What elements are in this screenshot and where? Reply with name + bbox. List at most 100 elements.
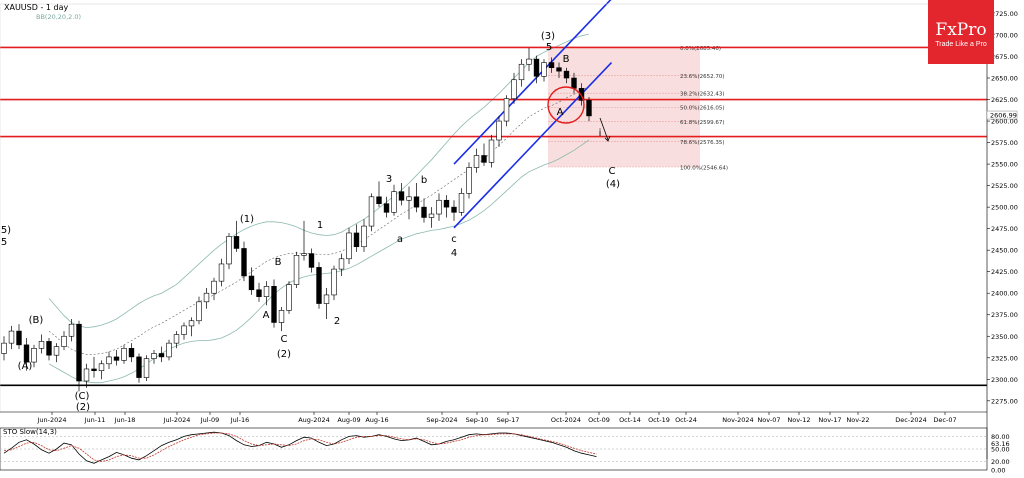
time-tick-label: Jul-09 [200, 416, 219, 424]
candle-body [113, 356, 120, 361]
price-tick-label: 2375.00 [991, 311, 1018, 319]
wave-label: C [609, 166, 616, 177]
candle-body [503, 98, 510, 122]
target-circle [547, 86, 585, 124]
candle-body [248, 275, 255, 291]
price-tick-label: 2625.00 [991, 96, 1018, 104]
fib-level-label: 61.8%(2599.67) [680, 120, 725, 126]
current-price-box [986, 110, 1018, 120]
time-tick-label: Jun-11 [84, 416, 106, 424]
candle-body [368, 196, 375, 227]
wave-label: b [421, 175, 427, 186]
candle-body [398, 191, 405, 201]
oscillator-tick-label: 20.00 [991, 458, 1010, 466]
wave-label: 5 [546, 42, 552, 53]
lower-band-line [48, 139, 590, 384]
candle-body [376, 196, 382, 204]
candle-body [1, 342, 7, 354]
price-tick-label: 2550.00 [991, 161, 1018, 169]
price-tick-label: 2675.00 [991, 53, 1018, 61]
time-axis: Jun-2024 Jun-11 Jun-18 Jul-2024 Jul-09 Jul-16… [0, 411, 987, 424]
candle-body [233, 236, 240, 249]
forecast-arrow-head [604, 135, 611, 142]
time-tick-label: Nov-12 [787, 416, 810, 424]
time-tick-label: Jul-16 [230, 416, 249, 424]
wave-label: (3) [541, 31, 555, 42]
fxpro-logo[interactable]: FxPro Trade Like a Pro [928, 0, 994, 64]
candle-body [158, 353, 165, 358]
wave-label: (B) [29, 315, 44, 326]
candle-body [361, 225, 367, 248]
candle-body [481, 155, 487, 163]
bollinger-bands [48, 33, 590, 384]
price-tick-label: 2475.00 [991, 225, 1018, 233]
oscillator-frame [0, 427, 988, 471]
time-tick-label: Nov-17 [818, 416, 841, 424]
price-tick-label: 2450.00 [991, 247, 1018, 255]
symbol-label: XAUUSD - 1 day [4, 3, 68, 12]
candle-body [53, 346, 60, 356]
time-tick-label: Nov-22 [846, 416, 869, 424]
candle-body [173, 334, 180, 344]
fib-level-label: 100.0%(2546.64) [680, 165, 728, 171]
fib-level-label: 0.0%(2685.46) [680, 46, 721, 52]
wave-label: (4) [606, 179, 620, 190]
candle-body [143, 358, 150, 378]
brand-logo-text: FxPro [935, 20, 987, 40]
fib-level-label: 23.6%(2652.70) [680, 74, 725, 80]
wave-label: i [599, 128, 602, 139]
candle-body [556, 67, 562, 72]
upper-band-line [48, 33, 590, 329]
price-tick-label: 2325.00 [991, 354, 1018, 362]
candle-body [541, 62, 547, 77]
candle-body [226, 236, 232, 265]
price-tick-label: 2525.00 [991, 182, 1018, 190]
stochastic-d-line [3, 432, 597, 463]
candle-body [196, 301, 202, 322]
time-tick-label: Nov-07 [757, 416, 780, 424]
candle-body [421, 206, 427, 218]
wave-label: B [563, 54, 570, 65]
candle-body [128, 348, 135, 358]
candle-body [473, 155, 480, 168]
candle-body [31, 348, 37, 363]
horizontal-levels [0, 46, 987, 387]
wave-label: (2) [76, 402, 90, 413]
time-tick-label: Nov-2024 [722, 416, 753, 424]
candle-body [533, 58, 540, 77]
wave-label: (1) [240, 214, 254, 225]
wave-label: (A) [18, 361, 33, 372]
wave-label: 3 [386, 174, 392, 185]
wave-label: c [451, 234, 457, 245]
candle-body [563, 70, 570, 79]
candle-body [586, 100, 592, 117]
candle-body [121, 348, 127, 361]
candle-body [308, 253, 315, 268]
time-tick-label: Oct-24 [675, 416, 697, 424]
wave-label: 4 [451, 248, 457, 259]
time-tick-label: Oct-19 [648, 416, 670, 424]
wave-label: A [263, 310, 270, 321]
candle-body [443, 199, 450, 208]
candle-body [406, 196, 412, 201]
time-tick-label: Dec-2024 [895, 416, 926, 424]
price-tick-label: 2350.00 [991, 333, 1018, 341]
fib-level-label: 38.2%(2632.43) [680, 92, 725, 98]
time-tick-label: Oct-09 [588, 416, 610, 424]
candle-body [68, 323, 75, 337]
candle-body [293, 255, 300, 285]
current-price-label: 2606.99 [990, 112, 1017, 120]
candle-body [38, 341, 45, 349]
candle-body [91, 368, 97, 371]
candle-body [436, 199, 442, 215]
candle-body [548, 62, 555, 68]
price-axis: 2275.002300.002325.002350.002375.002400.… [0, 3, 1018, 459]
candle-body [181, 325, 187, 335]
oscillator-tick-label: 0.00 [991, 467, 1005, 475]
candle-body [188, 320, 195, 327]
fib-level-label: 50.0%(2616.05) [680, 106, 725, 112]
time-tick-label: Jun-2024 [36, 416, 66, 424]
